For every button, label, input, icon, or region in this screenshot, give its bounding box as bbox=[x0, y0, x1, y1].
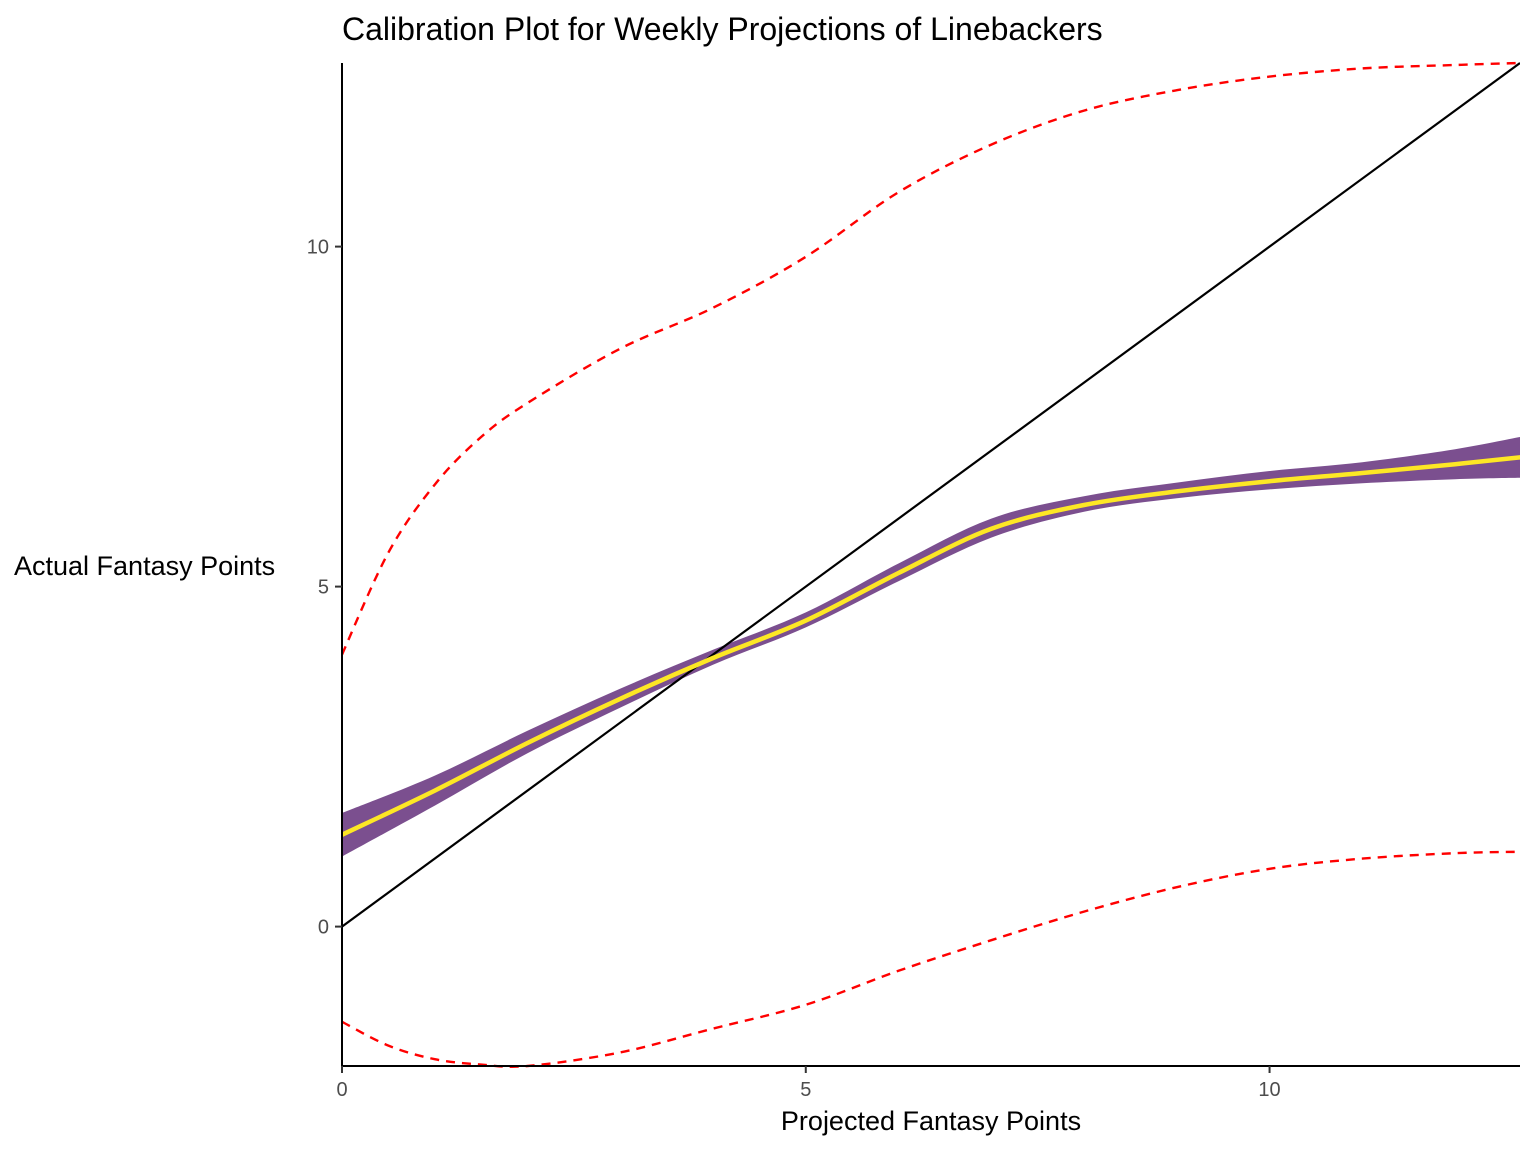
y-ticks: 0 5 10 bbox=[307, 237, 342, 939]
chart-title: Calibration Plot for Weekly Projections … bbox=[342, 11, 1103, 47]
x-axis-label: Projected Fantasy Points bbox=[781, 1106, 1081, 1136]
x-ticks: 0 5 10 bbox=[336, 1066, 1281, 1101]
axes: 0 5 10 0 5 10 bbox=[307, 63, 1520, 1101]
y-axis-label: Actual Fantasy Points bbox=[14, 551, 275, 581]
fit-line bbox=[342, 455, 1520, 838]
y-tick-label: 10 bbox=[307, 237, 329, 259]
x-tick-label: 5 bbox=[800, 1079, 811, 1101]
x-tick-label: 10 bbox=[1258, 1079, 1280, 1101]
plot-area bbox=[342, 61, 1520, 1068]
identity-line bbox=[342, 62, 1520, 928]
y-tick-label: 5 bbox=[318, 577, 329, 599]
y-tick-label: 0 bbox=[318, 917, 329, 939]
confidence-band bbox=[342, 437, 1520, 857]
x-tick-label: 0 bbox=[336, 1079, 347, 1101]
upper-limit-line bbox=[342, 61, 1520, 656]
lower-limit-line bbox=[342, 850, 1520, 1068]
